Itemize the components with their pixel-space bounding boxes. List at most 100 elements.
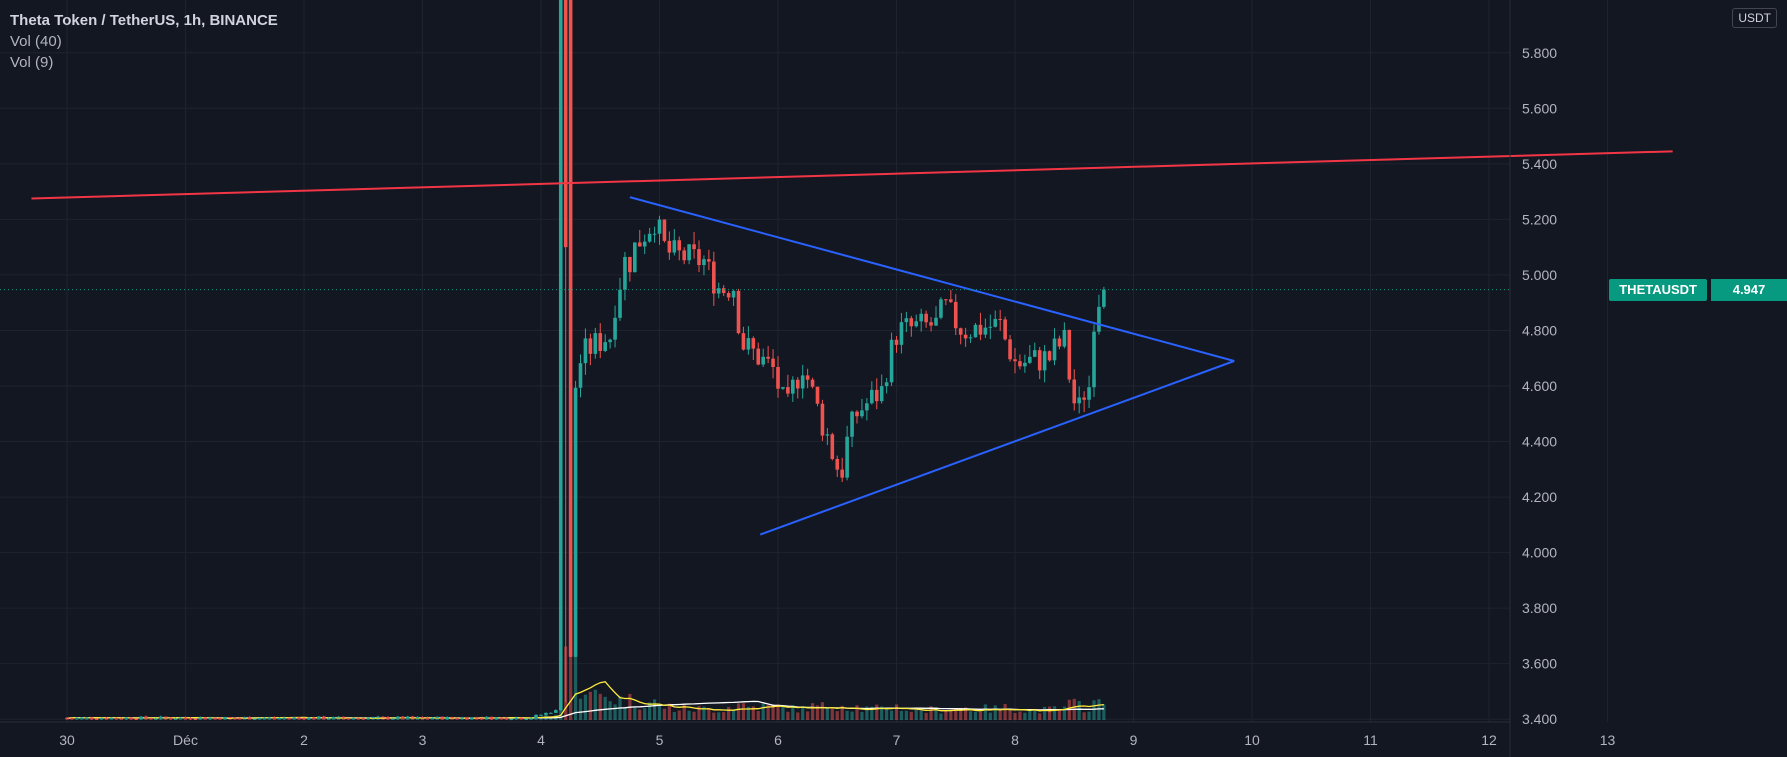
- candle-body: [657, 219, 662, 234]
- candle-body: [70, 717, 74, 719]
- candle-body: [934, 317, 938, 326]
- candle-body: [312, 717, 316, 719]
- volume-bar: [820, 702, 825, 720]
- candle-body: [682, 250, 686, 261]
- volume-bar: [677, 710, 681, 720]
- candle-body: [223, 717, 227, 720]
- volume-bar: [909, 711, 913, 720]
- candle-body: [1047, 351, 1052, 361]
- candle-body: [396, 716, 400, 719]
- volume-bar: [880, 706, 884, 720]
- candle-body: [475, 717, 479, 719]
- volume-bar: [1082, 712, 1086, 720]
- volume-bar: [845, 710, 849, 720]
- candle-body: [302, 717, 306, 720]
- volume-bar: [662, 708, 667, 720]
- volume-bar: [722, 712, 726, 720]
- candle-body: [998, 318, 1002, 320]
- candle-body: [173, 718, 178, 720]
- y-tick-label: 5.600: [1522, 100, 1557, 116]
- volume-bar: [914, 707, 918, 720]
- candle-body: [741, 333, 746, 350]
- candle-body: [647, 233, 652, 242]
- candle-body: [529, 718, 533, 720]
- volume-bar: [667, 703, 671, 720]
- volume-bar: [924, 712, 928, 720]
- candle-body: [776, 367, 780, 389]
- volume-bar: [312, 718, 316, 720]
- candle-body: [435, 716, 440, 718]
- candle-body: [292, 717, 296, 719]
- legend-vol40[interactable]: Vol (40): [10, 33, 62, 50]
- volume-bar: [1028, 708, 1032, 720]
- candle-body: [539, 714, 543, 716]
- candle-body: [746, 338, 751, 350]
- volume-bar: [593, 689, 597, 720]
- volume-bar: [727, 706, 731, 720]
- x-tick-label: 2: [300, 732, 308, 748]
- x-tick-label: 30: [59, 732, 75, 748]
- volume-bar: [899, 710, 904, 720]
- volume-bar: [80, 718, 84, 720]
- last-price-tag: THETAUSDT 4.947: [1609, 278, 1787, 301]
- candle-body: [687, 244, 691, 261]
- candle-body: [400, 716, 405, 719]
- candle-body: [65, 717, 69, 719]
- candle-body: [445, 716, 449, 720]
- volume-bar: [499, 717, 504, 720]
- candle-body: [208, 717, 212, 719]
- volume-bar: [751, 706, 755, 720]
- volume-bar: [1087, 711, 1091, 720]
- volume-bar: [672, 712, 676, 720]
- volume-bar: [830, 708, 834, 720]
- candle-body: [583, 338, 588, 364]
- volume-bar: [1023, 712, 1027, 720]
- volume-bar: [687, 710, 691, 720]
- y-tick-label: 4.600: [1522, 378, 1557, 394]
- candle-body: [544, 712, 548, 715]
- candle-body: [781, 387, 785, 389]
- candle-body: [460, 717, 464, 719]
- candle-body: [80, 717, 84, 719]
- resistance-trendline: [31, 150, 1673, 200]
- candle-body: [721, 288, 726, 294]
- candle-body: [321, 716, 326, 719]
- candle-body: [499, 717, 504, 719]
- volume-bar: [652, 699, 657, 720]
- candle-body: [119, 718, 124, 720]
- candle-body: [884, 382, 889, 387]
- volume-bar: [825, 708, 829, 720]
- drawings[interactable]: [31, 150, 1673, 536]
- candle-body: [623, 256, 627, 290]
- volume-bar: [643, 708, 647, 720]
- volume-bar: [875, 704, 879, 720]
- volume-bar: [766, 704, 770, 720]
- volume-bar: [75, 717, 79, 720]
- volume-bar: [65, 718, 69, 720]
- volume-bar: [954, 707, 958, 720]
- candle-body: [963, 334, 968, 339]
- y-tick-label: 4.000: [1522, 545, 1557, 561]
- axes: 5.800 5.600 5.400 5.200 5.000 4.800 4.600 4.400…: [0, 0, 1615, 757]
- volume-bar: [919, 710, 923, 720]
- candle-body: [440, 716, 445, 720]
- candle-body: [351, 717, 356, 719]
- volume-bar: [702, 706, 706, 720]
- volume-bar: [1062, 706, 1066, 720]
- candle-body: [89, 717, 94, 719]
- volume-bar: [657, 704, 662, 720]
- volume-bar: [401, 717, 405, 720]
- candle-body: [1028, 356, 1032, 363]
- candle-body: [865, 403, 869, 411]
- candle-body: [124, 717, 129, 719]
- volume-bar: [633, 707, 637, 720]
- volume-bar: [988, 712, 992, 720]
- currency-badge[interactable]: USDT: [1732, 8, 1777, 28]
- candle-body: [712, 261, 716, 294]
- legend-vol9[interactable]: Vol (9): [10, 54, 54, 71]
- candle-body: [870, 389, 874, 404]
- volume-bar: [430, 718, 434, 720]
- candle-body: [1072, 379, 1077, 404]
- x-tick-label: 11: [1363, 732, 1378, 748]
